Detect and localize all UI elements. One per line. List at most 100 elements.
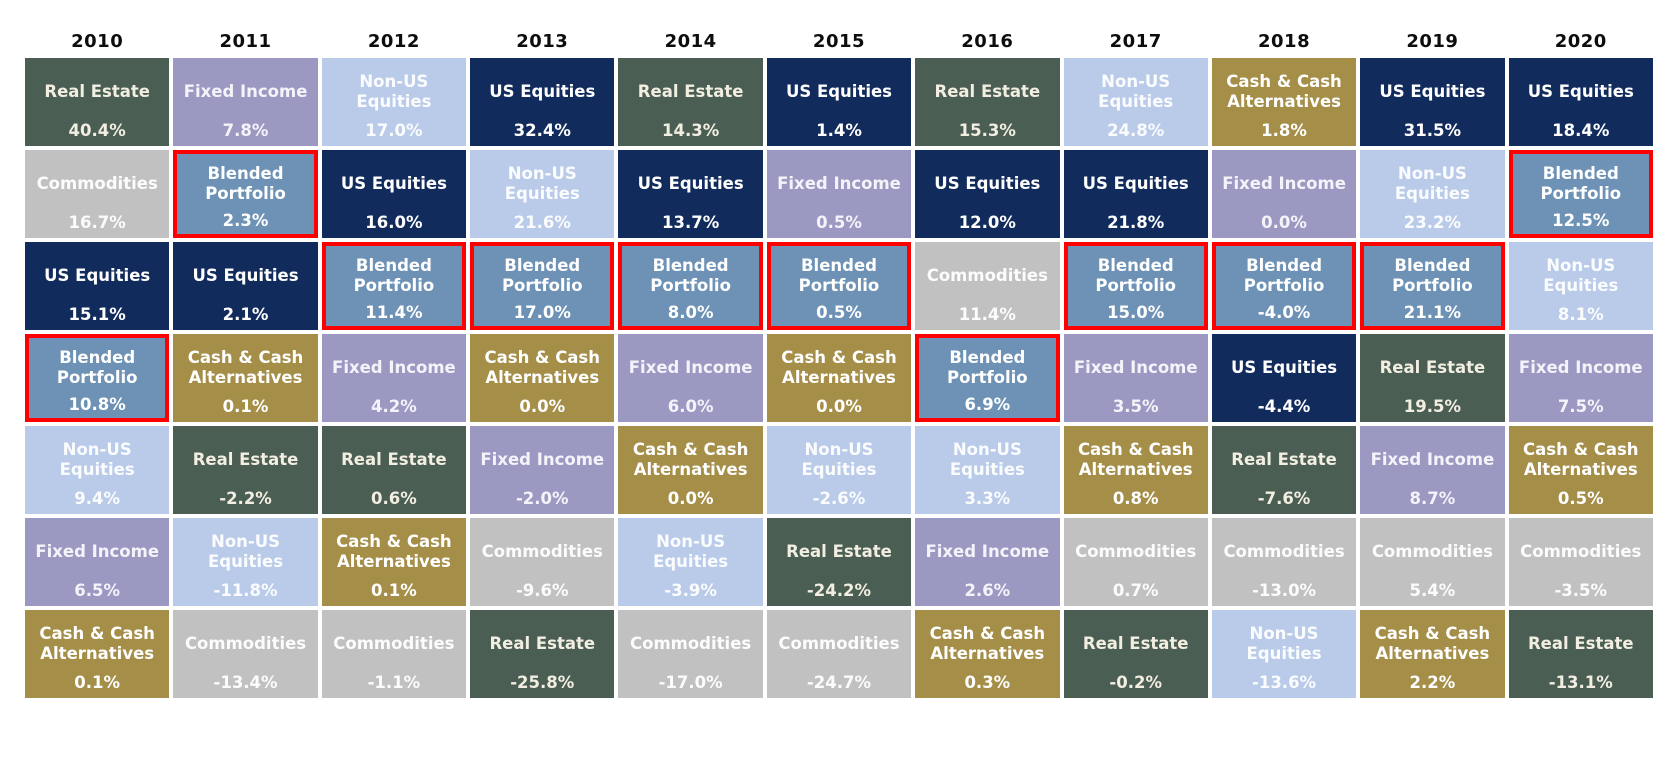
cell-2020-non-us: Non-US Equities 8.1%: [1508, 242, 1653, 330]
asset-class-label: US Equities: [192, 266, 299, 286]
asset-class-label: US Equities: [1527, 82, 1634, 102]
cell-2011-blended: Blended Portfolio 2.3%: [173, 150, 318, 238]
return-value: 9.4%: [74, 488, 121, 508]
cell-2020-commodities: Commodities -3.5%: [1508, 518, 1653, 606]
return-value: 8.0%: [667, 302, 714, 322]
return-value: 0.1%: [74, 672, 121, 692]
asset-class-label: Fixed Income: [1518, 358, 1643, 378]
return-value: 21.1%: [1403, 302, 1462, 322]
asset-class-label: Real Estate: [1527, 634, 1634, 654]
year-header-2010: 2010: [71, 30, 124, 52]
cell-2010-fixed-income: Fixed Income 6.5%: [25, 518, 170, 606]
return-value: 0.5%: [816, 212, 862, 232]
return-value: 31.5%: [1403, 120, 1462, 140]
cell-2015-real-estate: Real Estate -24.2%: [766, 518, 912, 606]
asset-class-label: Commodities: [926, 266, 1048, 286]
return-value: 0.3%: [964, 672, 1011, 692]
asset-class-label: Fixed Income: [1370, 450, 1495, 470]
return-value: 5.4%: [1409, 580, 1456, 600]
return-value: 32.4%: [513, 120, 571, 140]
return-value: 2.3%: [222, 210, 269, 230]
asset-class-label: Cash & Cash Alternatives: [1374, 624, 1491, 664]
cell-2016-non-us: Non-US Equities 3.3%: [915, 426, 1060, 514]
cell-2016-us-equities: US Equities 12.0%: [915, 150, 1060, 238]
cell-2016-fixed-income: Fixed Income 2.6%: [915, 518, 1060, 606]
asset-class-label: Blended Portfolio: [798, 256, 880, 296]
cell-2016-real-estate: Real Estate 15.3%: [915, 58, 1060, 146]
return-value: 4.2%: [371, 396, 417, 416]
cell-2015-non-us: Non-US Equities -2.6%: [766, 426, 912, 514]
cell-2018-blended: Blended Portfolio -4.0%: [1211, 242, 1357, 330]
return-value: -13.4%: [213, 672, 278, 692]
asset-class-label: Cash & Cash Alternatives: [187, 348, 304, 388]
return-value: 17.0%: [365, 120, 423, 140]
cell-2017-us-equities: US Equities 21.8%: [1063, 150, 1208, 238]
year-header-2013: 2013: [516, 30, 569, 52]
asset-class-label: Fixed Income: [1073, 358, 1198, 378]
return-value: 3.3%: [964, 488, 1011, 508]
cell-2020-cash: Cash & Cash Alternatives 0.5%: [1508, 426, 1653, 514]
asset-class-label: Non-US Equities: [653, 532, 729, 572]
cell-2011-commodities: Commodities -13.4%: [173, 610, 318, 698]
return-value: 24.8%: [1107, 120, 1165, 140]
asset-class-label: Cash & Cash Alternatives: [1077, 440, 1194, 480]
year-header-2017: 2017: [1109, 30, 1162, 52]
cell-2017-non-us: Non-US Equities 24.8%: [1063, 58, 1208, 146]
cell-2011-cash: Cash & Cash Alternatives 0.1%: [173, 334, 318, 422]
asset-class-label: Non-US Equities: [1543, 256, 1619, 296]
cell-2017-cash: Cash & Cash Alternatives 0.8%: [1063, 426, 1208, 514]
cell-2012-fixed-income: Fixed Income 4.2%: [321, 334, 467, 422]
return-value: -9.6%: [515, 580, 569, 600]
asset-class-label: Real Estate: [1231, 450, 1337, 470]
return-value: 7.8%: [222, 120, 269, 140]
return-value: 0.6%: [371, 488, 417, 508]
asset-class-label: Commodities: [778, 634, 900, 654]
year-column-2018: 2018 Cash & Cash Alternatives 1.8% Fixed In…: [1211, 28, 1357, 698]
asset-class-label: Blended Portfolio: [1243, 256, 1325, 296]
cell-2017-real-estate: Real Estate -0.2%: [1063, 610, 1208, 698]
return-value: 8.7%: [1409, 488, 1456, 508]
year-header-2019: 2019: [1406, 30, 1459, 52]
year-header-2015: 2015: [812, 30, 866, 52]
cell-2020-us-equities: US Equities 18.4%: [1508, 58, 1653, 146]
return-value: 0.0%: [519, 396, 566, 416]
return-value: 21.6%: [513, 212, 571, 232]
cell-2010-commodities: Commodities 16.7%: [25, 150, 170, 238]
year-column-2011: 2011 Fixed Income 7.8% Blended Portfolio 2.3…: [173, 28, 318, 698]
return-value: 0.0%: [816, 396, 862, 416]
cell-2014-us-equities: US Equities 13.7%: [618, 150, 763, 238]
return-value: 0.5%: [816, 302, 862, 322]
asset-class-label: Commodities: [1371, 542, 1494, 562]
return-value: -13.1%: [1548, 672, 1613, 692]
year-column-2019: 2019 US Equities 31.5% Non-US Equities 23.2%…: [1360, 28, 1505, 698]
cell-2010-non-us: Non-US Equities 9.4%: [25, 426, 170, 514]
asset-class-label: Fixed Income: [332, 358, 456, 378]
return-value: -2.0%: [515, 488, 569, 508]
return-value: 0.8%: [1112, 488, 1159, 508]
asset-class-label: Cash & Cash Alternatives: [632, 440, 749, 480]
return-value: 13.7%: [661, 212, 720, 232]
cell-2011-us-equities: US Equities 2.1%: [173, 242, 318, 330]
cell-2011-non-us: Non-US Equities -11.8%: [173, 518, 318, 606]
cell-2012-real-estate: Real Estate 0.6%: [321, 426, 467, 514]
return-value: 23.2%: [1403, 212, 1462, 232]
asset-class-label: Fixed Income: [777, 174, 901, 194]
cell-2010-real-estate: Real Estate 40.4%: [25, 58, 170, 146]
return-value: 3.5%: [1112, 396, 1159, 416]
year-header-2011: 2011: [219, 30, 272, 52]
cell-2018-commodities: Commodities -13.0%: [1211, 518, 1357, 606]
cell-2020-real-estate: Real Estate -13.1%: [1508, 610, 1653, 698]
return-value: 6.5%: [74, 580, 121, 600]
cell-2013-non-us: Non-US Equities 21.6%: [470, 150, 615, 238]
return-value: -17.0%: [658, 672, 723, 692]
asset-class-label: Fixed Income: [925, 542, 1050, 562]
asset-class-label: Commodities: [1520, 542, 1642, 562]
return-value: 18.4%: [1552, 120, 1610, 140]
cell-2017-blended: Blended Portfolio 15.0%: [1063, 242, 1208, 330]
return-value: -2.2%: [219, 488, 272, 508]
return-value: -7.6%: [1257, 488, 1311, 508]
return-value: -4.0%: [1257, 302, 1311, 322]
cell-2014-blended: Blended Portfolio 8.0%: [618, 242, 763, 330]
return-value: 15.1%: [68, 304, 126, 324]
asset-class-label: Fixed Income: [628, 358, 753, 378]
